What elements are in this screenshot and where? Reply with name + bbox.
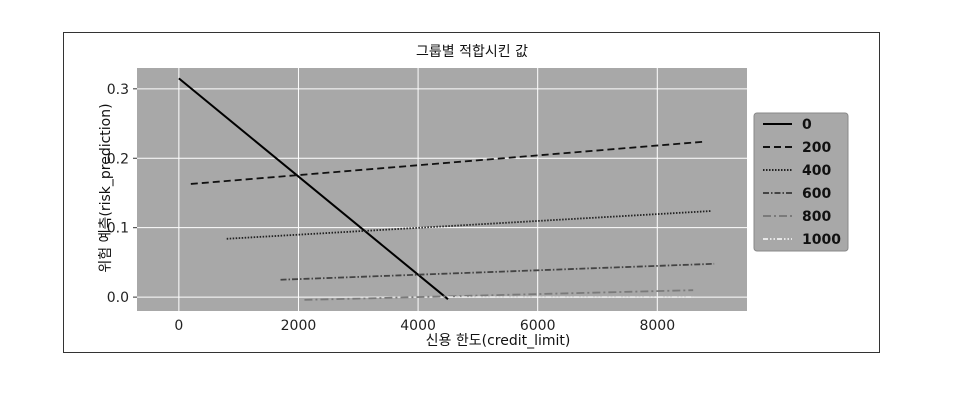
x-ticks: 0 2000 4000 6000 8000 xyxy=(174,318,675,334)
legend-box xyxy=(753,112,849,252)
series-line-800 xyxy=(304,289,694,301)
series-line-600 xyxy=(280,262,715,281)
legend-label: 0 xyxy=(802,117,812,133)
figure-frame: 그룹별 적합시킨 값 0 2000 4000 6000 8000 0.0 0.1 0.2 0.… xyxy=(63,32,880,353)
y-axis-label: 위험 예측(risk_prediction) xyxy=(98,103,114,272)
x-tick-label: 0 xyxy=(174,318,183,334)
y-ticks: 0.0 0.1 0.2 0.3 xyxy=(107,82,137,306)
y-tick-label: 0.0 xyxy=(107,290,129,306)
x-tick-label: 6000 xyxy=(520,318,556,334)
y-tick-label: 0.1 xyxy=(107,221,129,237)
x-tick-label: 2000 xyxy=(281,318,317,334)
series-line-200 xyxy=(190,140,706,185)
x-tick-label: 4000 xyxy=(400,318,436,334)
legend-label: 400 xyxy=(802,163,831,179)
y-tick-label: 0.2 xyxy=(107,151,129,167)
legend-label: 600 xyxy=(802,186,831,202)
series-lines xyxy=(178,77,715,301)
legend-label: 800 xyxy=(802,209,831,225)
legend-label: 1000 xyxy=(802,232,841,248)
series-line-0 xyxy=(178,77,449,300)
x-axis-label: 신용 한도(credit_limit) xyxy=(426,333,571,349)
y-tick-label: 0.3 xyxy=(107,82,129,98)
chart-svg: 그룹별 적합시킨 값 0 2000 4000 6000 8000 0.00.10.20.… xyxy=(98,44,849,349)
legend-label: 200 xyxy=(802,140,831,156)
legend: 0 200 400 600 800 1000 xyxy=(753,112,849,252)
x-tick-label: 8000 xyxy=(639,318,675,334)
chart-title: 그룹별 적합시킨 값 xyxy=(416,44,528,60)
plot-area xyxy=(137,68,747,311)
